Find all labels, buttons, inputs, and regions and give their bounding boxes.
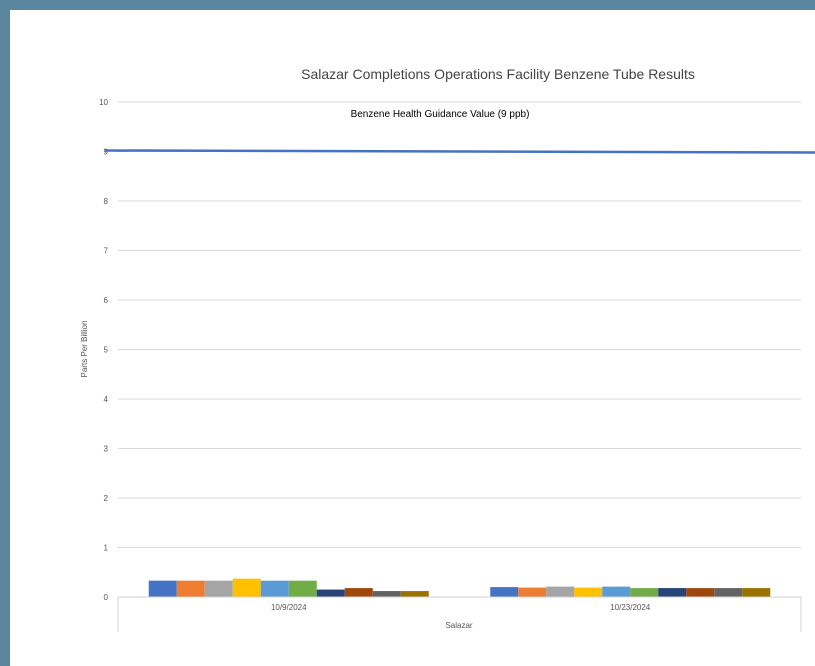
y-tick-label: 7	[104, 247, 109, 256]
bar	[344, 588, 373, 597]
x-axis-label: Salazar	[445, 621, 472, 630]
bar	[658, 588, 687, 597]
bar	[742, 588, 771, 597]
y-tick-label: 1	[104, 544, 109, 553]
x-axis	[117, 596, 802, 632]
bar	[490, 587, 519, 597]
x-tick-label: 10/23/2024	[610, 603, 651, 612]
y-tick-label: 2	[104, 494, 109, 503]
x-axis-ticks: 10/9/2024 10/23/2024	[271, 603, 651, 612]
bar	[176, 580, 205, 597]
bar	[518, 587, 547, 597]
bar	[546, 586, 575, 597]
gridlines	[118, 101, 801, 548]
chart-title: Salazar Completions Operations Facility …	[301, 66, 695, 82]
bar	[232, 578, 261, 597]
bar	[686, 588, 715, 597]
bar	[630, 588, 659, 597]
bar	[288, 580, 317, 597]
y-tick-label: 5	[104, 346, 109, 355]
bar	[316, 589, 345, 597]
reference-line-label: Benzene Health Guidance Value (9 ppb)	[351, 109, 530, 120]
y-tick-label: 3	[104, 445, 109, 454]
bars	[148, 578, 771, 597]
y-tick-label: 8	[104, 197, 109, 206]
y-tick-label: 6	[104, 296, 109, 305]
y-tick-label: 9	[104, 148, 109, 157]
y-tick-label: 0	[104, 593, 109, 602]
y-axis-ticks: 0 1 2 3 4 5 6 7 8 9 10	[99, 98, 108, 602]
bar	[400, 591, 429, 597]
y-axis-label: Parts Per Billion	[80, 321, 89, 378]
y-tick-label: 10	[99, 98, 108, 107]
x-tick-label: 10/9/2024	[271, 603, 307, 612]
chart-panel	[10, 10, 815, 666]
bar	[204, 580, 233, 597]
bar	[372, 591, 401, 597]
bar	[602, 586, 631, 597]
y-tick-label: 4	[104, 395, 109, 404]
bar	[714, 588, 743, 597]
reference-line	[104, 149, 815, 154]
bar	[148, 580, 177, 597]
bar	[260, 580, 289, 597]
bar	[574, 587, 603, 597]
